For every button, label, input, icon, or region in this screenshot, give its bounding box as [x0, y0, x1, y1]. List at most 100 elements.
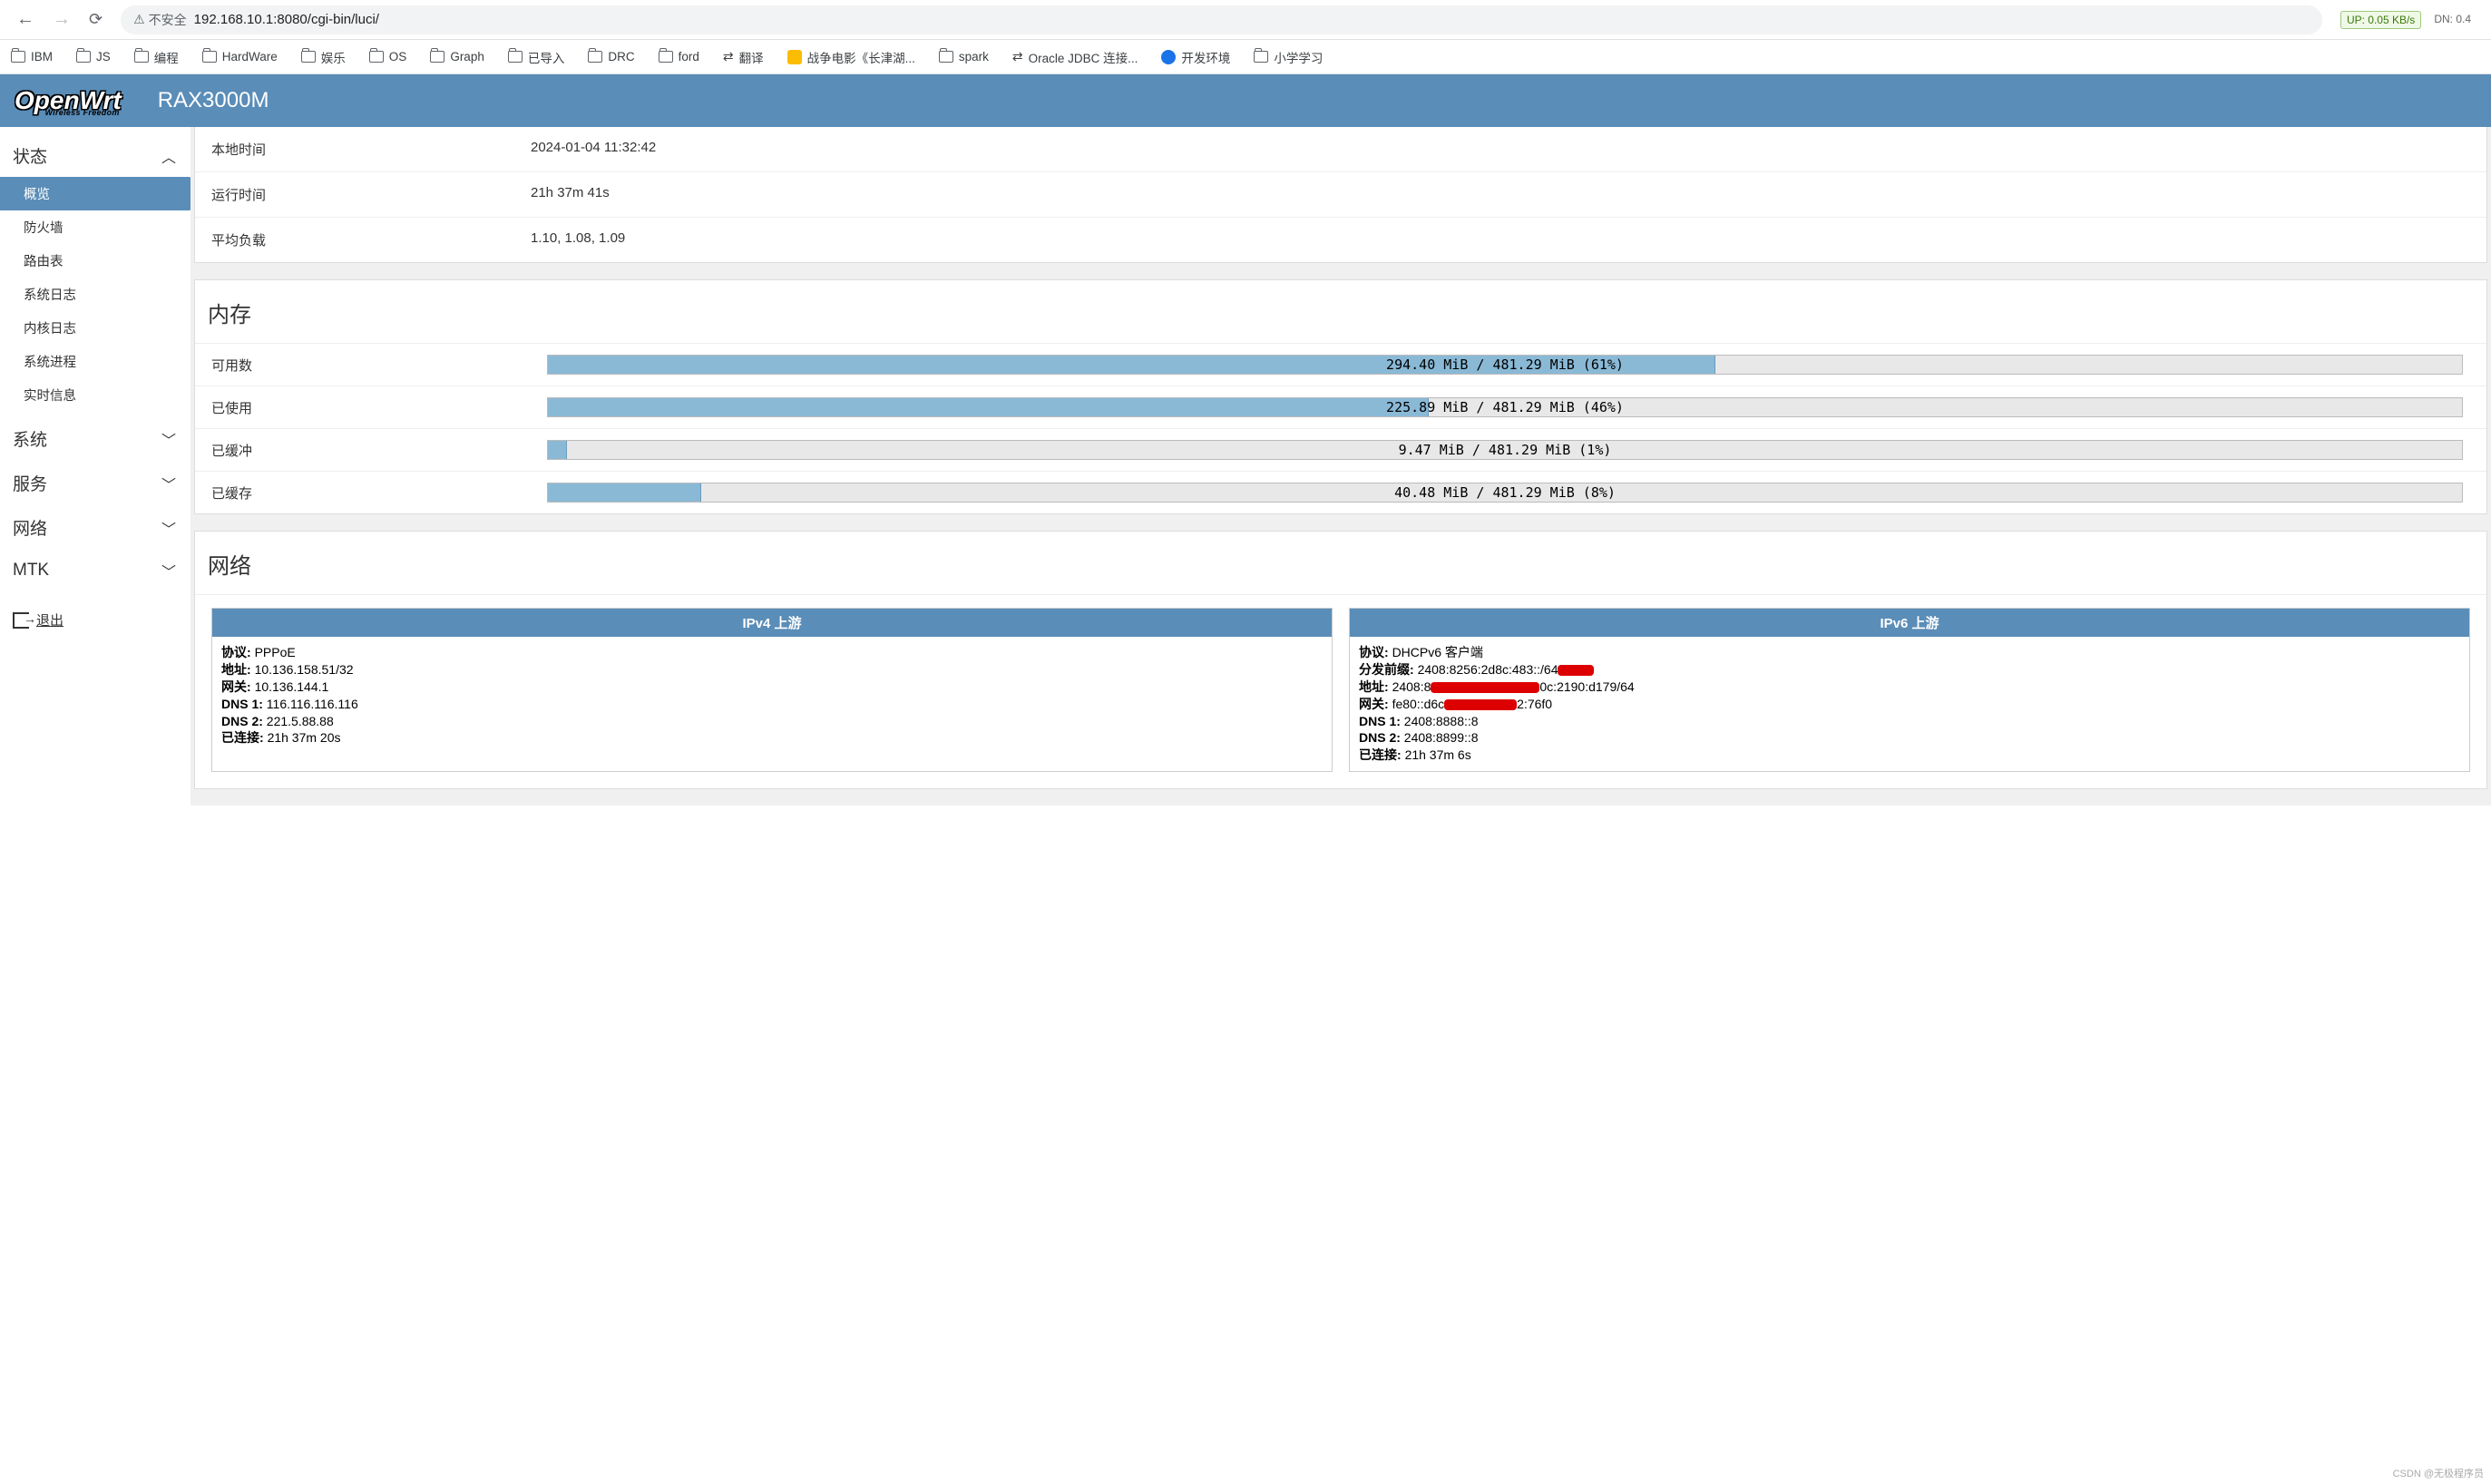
bookmark-item[interactable]: JS [76, 50, 111, 63]
memory-text: 9.47 MiB / 481.29 MiB (1%) [548, 441, 2462, 459]
info-label: 运行时间 [195, 172, 531, 217]
bookmark-item[interactable]: OS [369, 50, 407, 63]
speed-indicator: UP: 0.05 KB/s DN: 0.4 [2340, 11, 2475, 29]
bookmark-item[interactable]: 开发环境 [1161, 48, 1230, 66]
bookmark-icon [588, 51, 602, 63]
address-bar[interactable]: ⚠ 不安全 192.168.10.1:8080/cgi-bin/luci/ [121, 5, 2322, 34]
ipv6-card: IPv6 上游 协议: DHCPv6 客户端 分发前缀: 2408:8256:2… [1349, 608, 2470, 772]
bookmark-label: OS [389, 50, 407, 63]
bookmark-item[interactable]: HardWare [202, 50, 278, 63]
ipv6-title: IPv6 上游 [1350, 609, 2469, 637]
bookmark-label: 娱乐 [321, 48, 346, 66]
insecure-badge: ⚠ 不安全 [133, 11, 187, 29]
nav-section-title: 服务 [13, 471, 47, 495]
bookmark-icon [787, 50, 802, 64]
info-label: 平均负载 [195, 218, 531, 262]
bookmark-item[interactable]: 已导入 [508, 48, 565, 66]
browser-toolbar: ← → ⟳ ⚠ 不安全 192.168.10.1:8080/cgi-bin/lu… [0, 0, 2491, 40]
info-value: 21h 37m 41s [531, 172, 2486, 217]
memory-text: 294.40 MiB / 481.29 MiB (61%) [548, 356, 2462, 374]
bookmark-label: 已导入 [528, 48, 565, 66]
app-header: OpenWrtWireless Freedom RAX3000M [0, 74, 2491, 127]
nav-item[interactable]: 防火墙 [0, 210, 190, 244]
memory-label: 可用数 [211, 356, 547, 375]
network-title: 网络 [195, 532, 2486, 595]
ipv4-card: IPv4 上游 协议: PPPoE 地址: 10.136.158.51/32 网… [211, 608, 1333, 772]
bookmark-icon [659, 51, 673, 63]
nav-item[interactable]: 系统进程 [0, 345, 190, 378]
chevron-icon: ︿ [161, 145, 176, 167]
bookmark-icon [11, 51, 25, 63]
logout-link[interactable]: 退出 [0, 601, 190, 639]
nav-section-title: 网络 [13, 515, 47, 540]
bookmark-label: IBM [31, 50, 53, 63]
bookmark-icon: ⇄ [1012, 49, 1023, 64]
bookmark-item[interactable]: spark [939, 50, 989, 63]
bookmark-item[interactable]: ⇄ Oracle JDBC 连接... [1012, 48, 1138, 66]
bookmark-item[interactable]: 娱乐 [301, 48, 346, 66]
url-text: 192.168.10.1:8080/cgi-bin/luci/ [194, 12, 379, 27]
bookmark-item[interactable]: DRC [588, 50, 634, 63]
bookmark-label: ford [679, 50, 699, 63]
ipv4-title: IPv4 上游 [212, 609, 1332, 637]
bookmark-item[interactable]: Graph [430, 50, 484, 63]
insecure-label: 不安全 [149, 11, 187, 29]
bookmark-icon [939, 51, 953, 63]
nav-section-title: 状态 [13, 143, 47, 168]
memory-text: 225.89 MiB / 481.29 MiB (46%) [548, 398, 2462, 416]
bookmark-item[interactable]: ford [659, 50, 699, 63]
info-value: 2024-01-04 11:32:42 [531, 127, 2486, 171]
memory-bar: 294.40 MiB / 481.29 MiB (61%) [547, 355, 2463, 375]
download-speed: DN: 0.4 [2430, 11, 2475, 29]
bookmark-item[interactable]: 战争电影《长津湖... [787, 48, 915, 66]
bookmark-icon [202, 51, 217, 63]
nav-item[interactable]: 概览 [0, 177, 192, 210]
bookmark-icon [1254, 51, 1268, 63]
forward-button[interactable]: → [53, 9, 71, 30]
bookmark-label: HardWare [222, 50, 278, 63]
info-row: 本地时间2024-01-04 11:32:42 [195, 127, 2486, 172]
logout-label: 退出 [36, 610, 63, 630]
system-info-panel: 本地时间2024-01-04 11:32:42运行时间21h 37m 41s平均… [194, 127, 2487, 263]
memory-bar: 225.89 MiB / 481.29 MiB (46%) [547, 397, 2463, 417]
nav-item[interactable]: 内核日志 [0, 311, 190, 345]
memory-bar: 40.48 MiB / 481.29 MiB (8%) [547, 483, 2463, 503]
sidebar: 状态 ︿ 概览防火墙路由表系统日志内核日志系统进程实时信息系统﹀服务﹀网络﹀MTK﹀… [0, 127, 190, 805]
bookmark-item[interactable]: ⇄翻译 [723, 48, 764, 66]
nav-section-head[interactable]: 服务﹀ [0, 460, 190, 504]
bookmark-item[interactable]: 小学学习 [1254, 48, 1323, 66]
bookmark-label: 开发环境 [1181, 48, 1230, 66]
bookmark-label: 编程 [154, 48, 179, 66]
ipv6-body: 协议: DHCPv6 客户端 分发前缀: 2408:8256:2d8c:483:… [1350, 637, 2469, 771]
ipv4-body: 协议: PPPoE 地址: 10.136.158.51/32 网关: 10.13… [212, 637, 1332, 754]
nav-section-head[interactable]: MTK﹀ [0, 549, 190, 591]
nav-item[interactable]: 实时信息 [0, 378, 190, 412]
info-label: 本地时间 [195, 127, 531, 171]
nav-section-head[interactable]: 网络﹀ [0, 504, 190, 549]
bookmark-item[interactable]: 编程 [134, 48, 179, 66]
bookmark-icon: ⇄ [723, 49, 734, 64]
bookmark-icon [508, 51, 523, 63]
nav-item[interactable]: 路由表 [0, 244, 190, 278]
bookmark-icon [369, 51, 384, 63]
bookmark-item[interactable]: IBM [11, 50, 53, 63]
logo: OpenWrtWireless Freedom [15, 86, 122, 115]
reload-button[interactable]: ⟳ [89, 10, 103, 29]
bookmark-icon [301, 51, 316, 63]
bookmark-label: 战争电影《长津湖... [807, 48, 915, 66]
memory-title: 内存 [195, 280, 2486, 344]
bookmark-label: 小学学习 [1274, 48, 1323, 66]
memory-row: 已缓存40.48 MiB / 481.29 MiB (8%) [195, 472, 2486, 513]
bookmark-label: Oracle JDBC 连接... [1029, 48, 1138, 66]
back-button[interactable]: ← [16, 9, 34, 30]
nav-item[interactable]: 系统日志 [0, 278, 190, 311]
main-content: 本地时间2024-01-04 11:32:42运行时间21h 37m 41s平均… [190, 127, 2491, 805]
nav-section-head[interactable]: 系统﹀ [0, 415, 190, 460]
bookmark-label: DRC [608, 50, 634, 63]
nav-section-head[interactable]: 状态 ︿ [0, 132, 190, 177]
bookmark-icon [76, 51, 91, 63]
info-row: 平均负载1.10, 1.08, 1.09 [195, 218, 2486, 262]
network-panel: 网络 IPv4 上游 协议: PPPoE 地址: 10.136.158.51/3… [194, 531, 2487, 789]
memory-label: 已缓存 [211, 483, 547, 503]
memory-label: 已缓冲 [211, 441, 547, 460]
